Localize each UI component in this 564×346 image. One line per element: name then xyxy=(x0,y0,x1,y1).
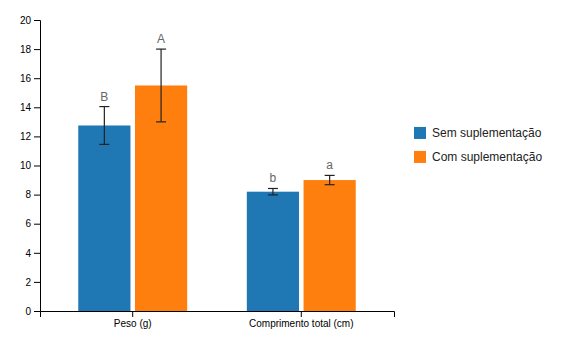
annotation: a xyxy=(326,158,333,172)
legend-swatch xyxy=(414,151,426,163)
error-cap xyxy=(268,188,278,189)
error-line xyxy=(272,188,273,194)
y-axis: 0 2 4 6 8 10 12 14 16 18 20 xyxy=(20,15,41,317)
x-tick: Peso (g) xyxy=(114,311,152,329)
y-tick: 0 xyxy=(25,306,40,317)
chart: 0 2 4 6 8 10 12 14 16 18 20 Peso (g) Comprimento tot… xyxy=(0,0,564,346)
tick-label: 0 xyxy=(25,306,31,317)
tick-label: 18 xyxy=(20,44,32,55)
tick-label: 10 xyxy=(20,160,32,171)
tick-mark xyxy=(34,20,40,21)
y-tick: 20 xyxy=(20,15,40,26)
tick-label: 20 xyxy=(20,15,32,26)
tick-mark xyxy=(34,49,40,50)
error-cap xyxy=(99,106,109,107)
error-cap xyxy=(268,194,278,195)
y-tick: 6 xyxy=(25,218,40,229)
error-cap xyxy=(325,175,335,176)
tick-label: 6 xyxy=(25,218,31,229)
bar xyxy=(78,125,130,311)
tick-mark xyxy=(34,282,40,283)
series xyxy=(135,49,356,311)
legend-item: Sem suplementação xyxy=(414,126,542,140)
error-cap xyxy=(325,184,335,185)
marks xyxy=(78,49,355,311)
legend-swatch xyxy=(414,127,426,139)
error-cap xyxy=(156,48,166,49)
error-bar xyxy=(325,175,335,184)
y-tick: 12 xyxy=(20,131,40,142)
tick-mark xyxy=(34,311,40,312)
legend-item: Com suplementação xyxy=(414,150,542,164)
x-axis: Peso (g) Comprimento total (cm) xyxy=(41,311,395,329)
tick-label: 8 xyxy=(25,189,31,200)
axis-line xyxy=(34,21,41,312)
y-tick: 18 xyxy=(20,44,40,55)
error-bar xyxy=(268,188,278,194)
tick-mark xyxy=(34,107,40,108)
error-line xyxy=(160,49,161,122)
tick-label: 2 xyxy=(25,277,31,288)
tick-mark xyxy=(34,195,40,196)
tick-mark xyxy=(34,224,40,225)
tick-mark xyxy=(34,253,40,254)
tick-label: 16 xyxy=(20,73,32,84)
tick-mark xyxy=(34,136,40,137)
error-line xyxy=(104,107,105,145)
y-tick: 14 xyxy=(20,102,40,113)
bar xyxy=(247,192,299,311)
y-tick: 4 xyxy=(25,248,40,259)
error-line xyxy=(329,175,330,184)
tick-label: 4 xyxy=(25,248,31,259)
tick-mark xyxy=(301,311,302,317)
series xyxy=(78,107,299,311)
tick-label: Comprimento total (cm) xyxy=(249,318,353,329)
annotations: Bb Aa xyxy=(100,32,333,185)
y-tick: 10 xyxy=(20,160,40,171)
tick-label: 14 xyxy=(20,102,32,113)
legend-label: Sem suplementação xyxy=(432,126,542,140)
tick-label: 12 xyxy=(20,131,32,142)
legend-label: Com suplementação xyxy=(432,150,542,164)
annotation: b xyxy=(270,171,277,185)
error-cap xyxy=(99,144,109,145)
x-tick: Comprimento total (cm) xyxy=(249,311,353,329)
y-tick: 2 xyxy=(25,277,40,288)
error-bar xyxy=(156,49,166,122)
tick-mark xyxy=(132,311,133,317)
bar xyxy=(304,180,356,311)
annotation: A xyxy=(157,32,165,46)
tick-mark xyxy=(34,166,40,167)
axis-line xyxy=(41,312,395,318)
legend: Sem suplementação Com suplementação xyxy=(414,126,542,164)
plot: 0 2 4 6 8 10 12 14 16 18 20 Peso (g) Comprimento tot… xyxy=(20,15,395,329)
tick-mark xyxy=(34,78,40,79)
error-bar xyxy=(99,107,109,145)
annotation: B xyxy=(100,90,108,104)
error-cap xyxy=(156,121,166,122)
y-tick: 8 xyxy=(25,189,40,200)
tick-label: Peso (g) xyxy=(114,318,152,329)
y-tick: 16 xyxy=(20,73,40,84)
